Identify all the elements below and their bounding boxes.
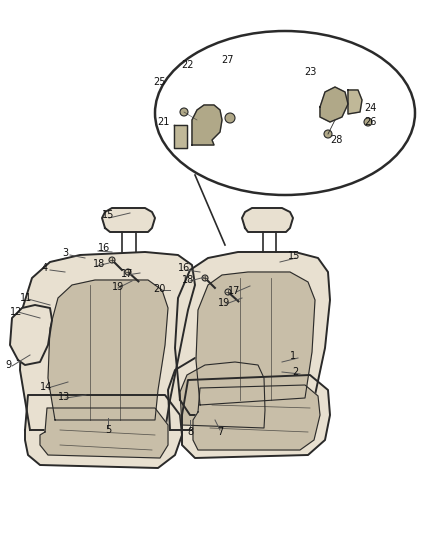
Text: 28: 28 [330,135,342,145]
Text: 9: 9 [5,360,11,370]
Text: 15: 15 [288,251,300,261]
Polygon shape [48,280,168,420]
Text: 3: 3 [62,248,68,258]
Text: 7: 7 [217,427,223,437]
Polygon shape [193,385,320,450]
Text: 15: 15 [102,210,114,220]
Text: 19: 19 [218,298,230,308]
Text: 1: 1 [290,351,296,361]
Text: 2: 2 [292,367,298,377]
Circle shape [364,118,372,126]
Polygon shape [25,395,182,468]
Polygon shape [20,252,195,430]
Text: 20: 20 [153,284,166,294]
Circle shape [125,269,131,275]
Text: 17: 17 [121,269,134,279]
Circle shape [202,275,208,281]
Text: 18: 18 [182,275,194,285]
Polygon shape [348,90,362,114]
Polygon shape [192,105,222,145]
Polygon shape [175,252,330,415]
Circle shape [225,289,231,295]
Text: 13: 13 [58,392,70,402]
Polygon shape [10,305,52,365]
Text: 5: 5 [105,425,111,435]
Text: 12: 12 [10,307,22,317]
Polygon shape [168,352,275,430]
Text: 11: 11 [20,293,32,303]
Circle shape [225,113,235,123]
Text: 18: 18 [93,259,105,269]
Text: 4: 4 [42,263,48,273]
Polygon shape [180,362,265,428]
Text: 22: 22 [182,60,194,70]
Text: 16: 16 [98,243,110,253]
Text: 8: 8 [187,427,193,437]
Text: 21: 21 [157,117,169,127]
Text: 23: 23 [304,67,316,77]
Polygon shape [174,125,187,148]
Polygon shape [40,408,168,458]
Polygon shape [196,272,315,405]
Circle shape [180,108,188,116]
Text: 16: 16 [178,263,190,273]
Polygon shape [182,375,330,458]
Text: 27: 27 [222,55,234,65]
Text: 24: 24 [364,103,376,113]
Circle shape [324,130,332,138]
Polygon shape [242,208,293,232]
Text: 26: 26 [364,117,376,127]
Text: 19: 19 [112,282,124,292]
Circle shape [109,257,115,263]
Polygon shape [102,208,155,232]
Polygon shape [320,87,348,122]
Text: 17: 17 [228,286,240,296]
Text: 25: 25 [154,77,166,87]
Text: 14: 14 [40,382,52,392]
